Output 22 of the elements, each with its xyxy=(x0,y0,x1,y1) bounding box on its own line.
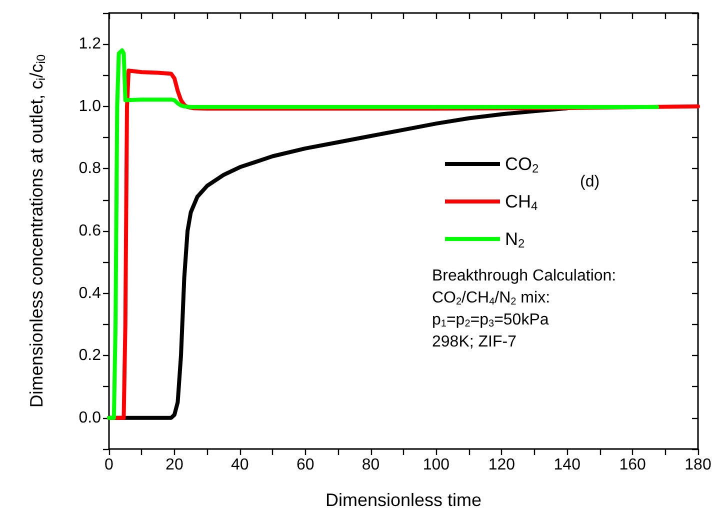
y-tick-label: 0.6 xyxy=(78,222,102,240)
annotation: Breakthrough Calculation: xyxy=(432,268,616,284)
x-tick-label: 180 xyxy=(684,456,712,474)
x-tick-label: 0 xyxy=(104,456,114,474)
annotation: 298K; ZIF-7 xyxy=(432,334,517,350)
x-tick-label: 100 xyxy=(422,456,450,474)
x-tick-label: 120 xyxy=(488,456,516,474)
y-tick-label: 0.0 xyxy=(78,409,102,426)
y-tick-label: 1.0 xyxy=(78,98,102,115)
y-axis-title: Dimensionless concentrations at outlet, ci/ci0 xyxy=(26,54,48,408)
x-tick-label: 140 xyxy=(554,456,581,474)
x-tick-label: 40 xyxy=(230,456,249,474)
y-tick-label: 0.4 xyxy=(78,284,102,302)
y-tick-label: 0.8 xyxy=(78,160,102,178)
x-axis-title: Dimensionless time xyxy=(325,490,482,510)
x-tick-label: 160 xyxy=(619,456,646,474)
y-tick-label: 0.2 xyxy=(78,347,102,364)
x-tick-label: 20 xyxy=(166,456,184,474)
annotation: (d) xyxy=(580,174,600,190)
x-tick-label: 80 xyxy=(362,456,380,474)
y-tick-label: 1.2 xyxy=(78,36,102,53)
x-tick-label: 60 xyxy=(296,456,314,474)
